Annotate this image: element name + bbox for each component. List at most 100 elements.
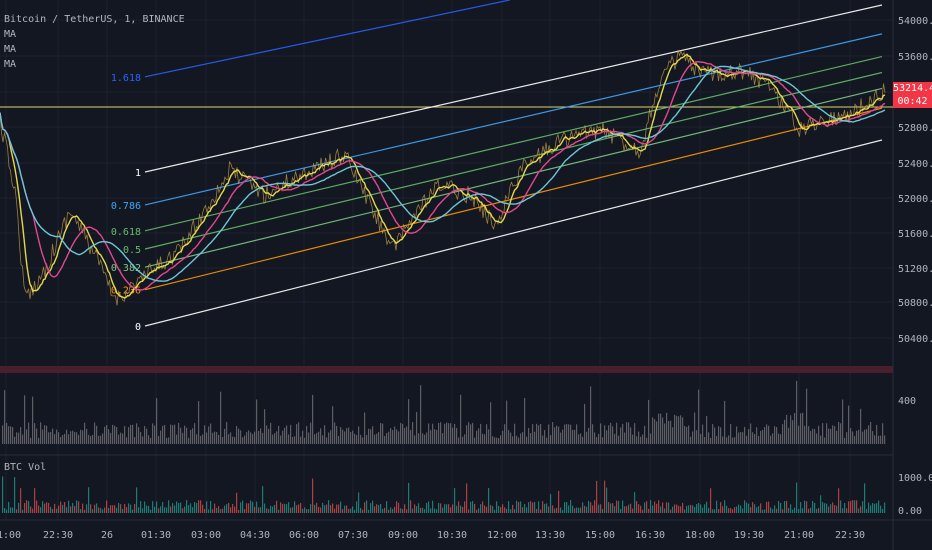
btc-vol-bar — [282, 503, 284, 513]
btc-vol-bar — [858, 508, 860, 513]
btc-vol-bar — [698, 503, 700, 513]
volume-bar — [742, 432, 744, 444]
btc-vol-bar — [322, 502, 324, 513]
volume-bar — [646, 437, 648, 444]
volume-bar — [592, 424, 594, 444]
volume-bar — [722, 436, 724, 444]
volume-bar — [258, 430, 260, 444]
volume-bar — [52, 428, 54, 444]
btc-vol-bar — [374, 506, 376, 513]
volume-bar — [822, 423, 824, 444]
btc-vol-bar — [508, 501, 510, 513]
volume-bar — [734, 437, 736, 444]
volume-bar — [460, 394, 462, 444]
btc-vol-bar — [522, 507, 524, 513]
btc-vol-bar — [160, 506, 162, 513]
volume-bar — [524, 397, 526, 444]
btc-vol-bar — [444, 504, 446, 513]
btc-vol-bar — [792, 509, 794, 513]
ma-indicator-label-1[interactable]: MA — [4, 29, 17, 40]
btc-vol-bar — [608, 502, 610, 513]
btc-vol-bar — [690, 504, 692, 513]
volume-bar — [232, 436, 234, 444]
volume-bar — [28, 422, 30, 444]
btc-vol-bar — [476, 509, 478, 513]
btc-vol-bar — [208, 509, 210, 513]
btc-vol-bar — [388, 509, 390, 513]
volume-bar — [168, 437, 170, 444]
volume-bar — [850, 428, 852, 444]
btc-vol-bar — [106, 500, 108, 513]
volume-bar — [184, 425, 186, 444]
btc-vol-bar — [602, 508, 604, 513]
btc-vol-bar — [876, 503, 878, 513]
volume-bar — [44, 425, 46, 444]
btc-vol-bar — [438, 502, 440, 513]
btc-vol-bar — [140, 501, 142, 513]
btc-vol-bar — [428, 501, 430, 513]
btc-vol-bar — [710, 488, 712, 513]
btc-vol-bar — [658, 500, 660, 513]
volume-bar — [220, 391, 222, 444]
btc-vol-bar — [74, 505, 76, 513]
volume-bar — [620, 427, 622, 444]
btc-vol-bar — [270, 505, 272, 513]
volume-bar — [846, 432, 848, 444]
volume-bar — [736, 426, 738, 444]
volume-bar — [820, 435, 822, 444]
price-line — [0, 49, 886, 306]
last-price-badge: 53214.44 — [893, 82, 932, 95]
btc-vol-bar — [762, 509, 764, 513]
btc-vol-bar — [470, 501, 472, 513]
volume-bar — [212, 432, 214, 444]
btc-vol-bar — [736, 506, 738, 513]
volume-bar — [756, 427, 758, 444]
volume-bar — [818, 425, 820, 444]
volume-bar — [376, 433, 378, 444]
btc-vol-bar — [258, 507, 260, 513]
btc-vol-bar — [644, 502, 646, 513]
volume-bar — [18, 432, 20, 444]
volume-bar — [228, 434, 230, 444]
volume-bar — [326, 437, 328, 444]
btc-vol-bar — [874, 503, 876, 513]
volume-bar — [884, 435, 886, 444]
btc-vol-bar — [88, 487, 90, 513]
volume-bar — [444, 423, 446, 444]
btc-vol-bar — [60, 501, 62, 513]
btc-vol-bar — [398, 502, 400, 513]
btc-vol-bar — [790, 504, 792, 513]
btc-vol-bar — [810, 507, 812, 513]
ma-indicator-label-2[interactable]: MA — [4, 44, 17, 55]
volume-bar — [762, 429, 764, 444]
btc-vol-bar — [546, 503, 548, 513]
volume-bar — [70, 431, 72, 444]
volume-bar — [476, 430, 478, 444]
symbol-title[interactable]: Bitcoin / TetherUS, 1, BINANCE — [4, 14, 185, 25]
ma-indicator-label-3[interactable]: MA — [4, 59, 17, 70]
btc-vol-bar — [666, 502, 668, 513]
btc-vol-bar — [216, 507, 218, 513]
fib-level-label: 0.5 — [123, 245, 141, 256]
volume-bar — [110, 432, 112, 444]
volume-bar — [4, 390, 6, 444]
btc-vol-bar — [718, 509, 720, 513]
btc-vol-bar — [276, 500, 278, 513]
btc-vol-bar — [840, 500, 842, 513]
volume-bar — [654, 419, 656, 444]
btc-vol-bar — [538, 501, 540, 513]
volume-pane-label[interactable]: BTC Vol — [4, 462, 47, 473]
volume-bar — [416, 411, 418, 444]
btc-vol-bar — [292, 507, 294, 513]
btc-vol-bar — [774, 505, 776, 513]
volume-bar — [490, 402, 492, 444]
btc-vol-bar — [878, 500, 880, 513]
volume-bar — [668, 420, 670, 444]
volume-bar — [316, 433, 318, 444]
volume-bar — [520, 433, 522, 444]
btc-vol-bar — [524, 504, 526, 513]
volume-bar — [222, 437, 224, 444]
volume-bar — [650, 433, 652, 444]
volume-bar — [192, 428, 194, 444]
